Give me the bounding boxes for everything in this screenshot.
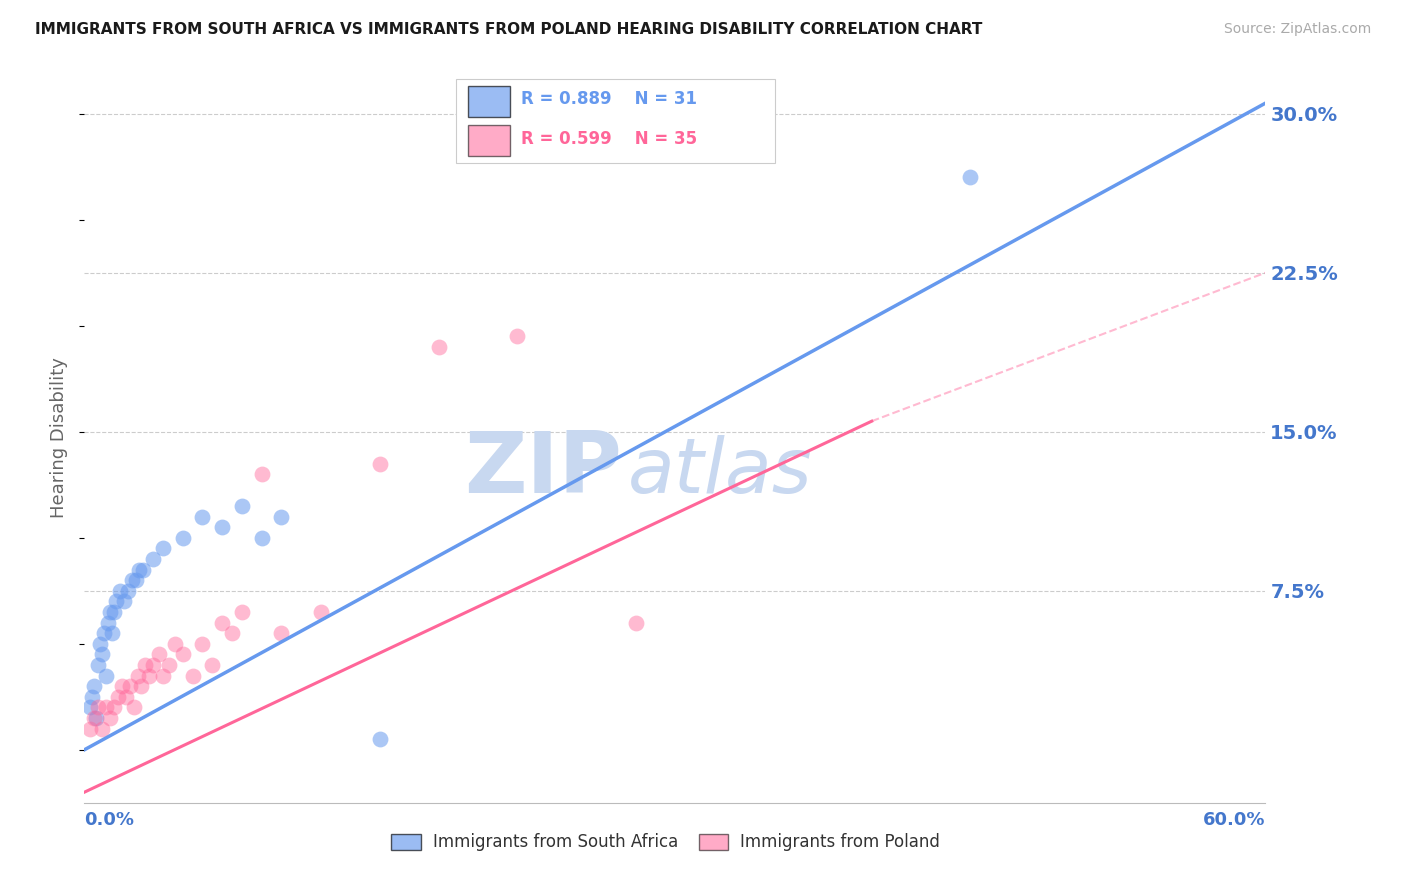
Point — [98, 711, 121, 725]
Point — [157, 658, 180, 673]
Point — [117, 583, 139, 598]
Point — [134, 658, 156, 673]
Point — [103, 605, 125, 619]
Point — [172, 531, 194, 545]
Point — [959, 170, 981, 185]
Point — [122, 700, 145, 714]
Point — [191, 637, 214, 651]
Point — [98, 605, 121, 619]
Point — [108, 583, 131, 598]
Point — [103, 700, 125, 714]
Point — [131, 679, 153, 693]
Point — [181, 668, 204, 682]
Text: Source: ZipAtlas.com: Source: ZipAtlas.com — [1223, 22, 1371, 37]
Point — [79, 722, 101, 736]
Point — [91, 722, 114, 736]
Point — [138, 668, 160, 682]
Point — [250, 531, 273, 545]
FancyBboxPatch shape — [468, 86, 509, 117]
Text: ZIP: ZIP — [464, 428, 621, 511]
Text: Immigrants from South Africa: Immigrants from South Africa — [433, 832, 678, 851]
Point — [114, 690, 136, 704]
Point — [112, 594, 135, 608]
FancyBboxPatch shape — [457, 78, 775, 163]
Point — [231, 499, 253, 513]
Text: Immigrants from Poland: Immigrants from Poland — [740, 832, 939, 851]
Point — [152, 541, 174, 556]
Point — [87, 700, 110, 714]
Point — [128, 563, 150, 577]
Point — [309, 605, 332, 619]
Point — [111, 679, 134, 693]
Point — [142, 552, 165, 566]
Point — [221, 626, 243, 640]
Point — [270, 509, 292, 524]
Text: atlas: atlas — [627, 435, 813, 509]
Point — [94, 668, 117, 682]
Point — [132, 563, 155, 577]
FancyBboxPatch shape — [468, 126, 509, 156]
Text: IMMIGRANTS FROM SOUTH AFRICA VS IMMIGRANTS FROM POLAND HEARING DISABILITY CORREL: IMMIGRANTS FROM SOUTH AFRICA VS IMMIGRAN… — [35, 22, 983, 37]
Point — [79, 700, 101, 714]
Point — [152, 668, 174, 682]
Point — [83, 711, 105, 725]
Point — [163, 637, 186, 651]
Text: 0.0%: 0.0% — [84, 812, 135, 830]
Point — [84, 711, 107, 725]
Point — [118, 679, 141, 693]
Point — [124, 573, 146, 587]
Point — [127, 668, 149, 682]
Point — [624, 615, 647, 630]
Point — [83, 679, 105, 693]
Point — [172, 648, 194, 662]
Point — [97, 615, 120, 630]
Point — [427, 340, 450, 354]
Point — [506, 329, 529, 343]
Point — [211, 615, 233, 630]
Point — [201, 658, 224, 673]
Point — [89, 637, 111, 651]
Point — [82, 690, 104, 704]
Point — [104, 594, 127, 608]
Y-axis label: Hearing Disability: Hearing Disability — [51, 357, 69, 517]
Point — [87, 658, 110, 673]
Point — [142, 658, 165, 673]
Point — [368, 457, 391, 471]
Point — [93, 626, 115, 640]
Point — [368, 732, 391, 747]
Point — [91, 648, 114, 662]
Point — [191, 509, 214, 524]
Point — [231, 605, 253, 619]
Point — [94, 700, 117, 714]
Point — [148, 648, 170, 662]
Point — [107, 690, 129, 704]
Point — [101, 626, 124, 640]
FancyBboxPatch shape — [391, 834, 420, 850]
Point — [121, 573, 143, 587]
Text: 60.0%: 60.0% — [1204, 812, 1265, 830]
Point — [211, 520, 233, 534]
Point — [270, 626, 292, 640]
Text: R = 0.889    N = 31: R = 0.889 N = 31 — [522, 90, 697, 108]
FancyBboxPatch shape — [699, 834, 728, 850]
Text: R = 0.599    N = 35: R = 0.599 N = 35 — [522, 130, 697, 148]
Point — [250, 467, 273, 482]
